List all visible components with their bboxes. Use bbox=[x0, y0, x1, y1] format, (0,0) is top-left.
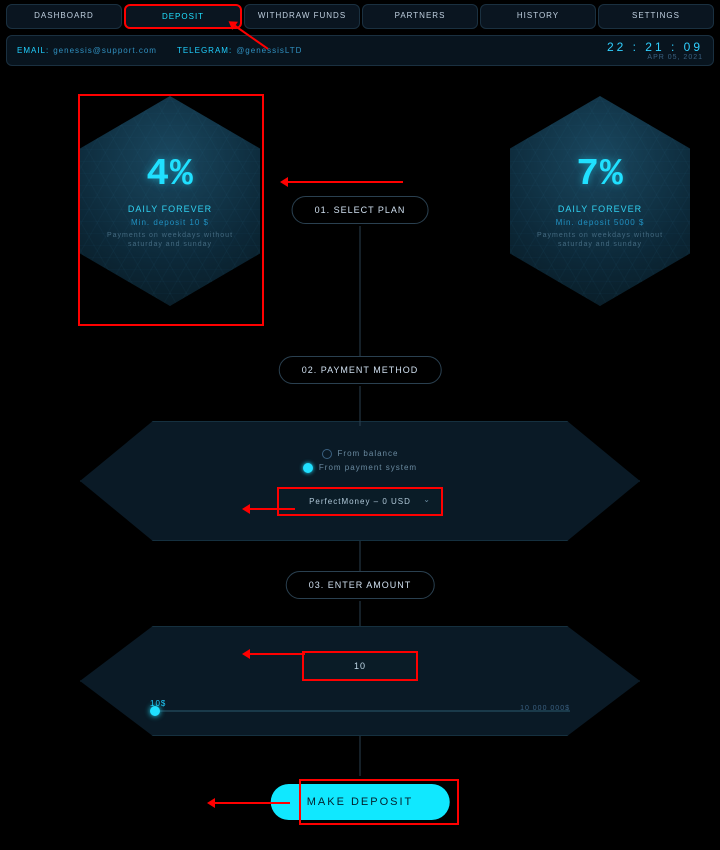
make-deposit-button[interactable]: MAKE DEPOSIT bbox=[271, 784, 450, 820]
telegram-label: TELEGRAM: bbox=[177, 46, 232, 55]
plan-desc: Payments on weekdays without saturday an… bbox=[528, 231, 672, 249]
slider-thumb[interactable] bbox=[150, 706, 160, 716]
annotation-arrow bbox=[245, 653, 305, 655]
plan-title: DAILY FOREVER bbox=[128, 204, 212, 214]
radio-label: From balance bbox=[338, 449, 399, 458]
telegram-value[interactable]: @genessisLTD bbox=[236, 46, 302, 55]
amount-input[interactable]: 10 bbox=[302, 651, 418, 681]
step-3-label: 03. ENTER AMOUNT bbox=[286, 571, 435, 599]
slider-track bbox=[150, 710, 570, 712]
radio-label: From payment system bbox=[319, 463, 417, 472]
plan-min: Min. deposit 5000 $ bbox=[556, 218, 645, 227]
annotation-arrow bbox=[245, 508, 295, 510]
connector-line bbox=[360, 386, 361, 426]
connector-line bbox=[360, 541, 361, 571]
main-area: 4% DAILY FOREVER Min. deposit 10 $ Payme… bbox=[0, 66, 720, 91]
plan-percent: 7% bbox=[576, 153, 624, 196]
step-2-label: 02. PAYMENT METHOD bbox=[279, 356, 442, 384]
info-bar: EMAIL: genessis@support.com TELEGRAM: @g… bbox=[6, 35, 714, 66]
clock-date: APR 05, 2021 bbox=[607, 54, 703, 61]
nav-history[interactable]: HISTORY bbox=[480, 4, 596, 29]
amount-panel: 10 10$ 10 000 000$ bbox=[80, 626, 640, 736]
annotation-arrow bbox=[210, 802, 290, 804]
email-value[interactable]: genessis@support.com bbox=[53, 46, 157, 55]
clock: 22 : 21 : 09 APR 05, 2021 bbox=[607, 40, 703, 61]
amount-slider[interactable]: 10$ 10 000 000$ bbox=[150, 699, 570, 712]
slider-max-label: 10 000 000$ bbox=[520, 705, 570, 712]
plan-title: DAILY FOREVER bbox=[558, 204, 642, 214]
radio-dot-icon bbox=[322, 449, 332, 459]
clock-time: 22 : 21 : 09 bbox=[607, 40, 703, 54]
slider-value-label: 10$ bbox=[150, 699, 570, 708]
plan-percent: 4% bbox=[146, 153, 194, 196]
radio-from-system[interactable]: From payment system bbox=[303, 463, 417, 473]
plan-desc: Payments on weekdays without saturday an… bbox=[98, 231, 242, 249]
payment-panel: From balance From payment system Perfect… bbox=[80, 421, 640, 541]
nav-dashboard[interactable]: DASHBOARD bbox=[6, 4, 122, 29]
connector-line bbox=[360, 601, 361, 626]
plan-min: Min. deposit 10 $ bbox=[131, 218, 209, 227]
step-1-label: 01. SELECT PLAN bbox=[292, 196, 429, 224]
email-label: EMAIL: bbox=[17, 46, 49, 55]
radio-dot-icon bbox=[303, 463, 313, 473]
nav-withdraw[interactable]: WITHDRAW FUNDS bbox=[244, 4, 360, 29]
payment-select[interactable]: PerfectMoney – 0 USD bbox=[277, 487, 443, 516]
connector-line bbox=[360, 226, 361, 356]
plan-card-7pct[interactable]: 7% DAILY FOREVER Min. deposit 5000 $ Pay… bbox=[510, 96, 690, 306]
nav-partners[interactable]: PARTNERS bbox=[362, 4, 478, 29]
radio-from-balance[interactable]: From balance bbox=[322, 449, 399, 459]
plan-card-4pct[interactable]: 4% DAILY FOREVER Min. deposit 10 $ Payme… bbox=[80, 96, 260, 306]
connector-line bbox=[360, 736, 361, 776]
nav-settings[interactable]: SETTINGS bbox=[598, 4, 714, 29]
annotation-arrow bbox=[283, 181, 403, 183]
top-nav: DASHBOARD DEPOSIT WITHDRAW FUNDS PARTNER… bbox=[0, 0, 720, 33]
